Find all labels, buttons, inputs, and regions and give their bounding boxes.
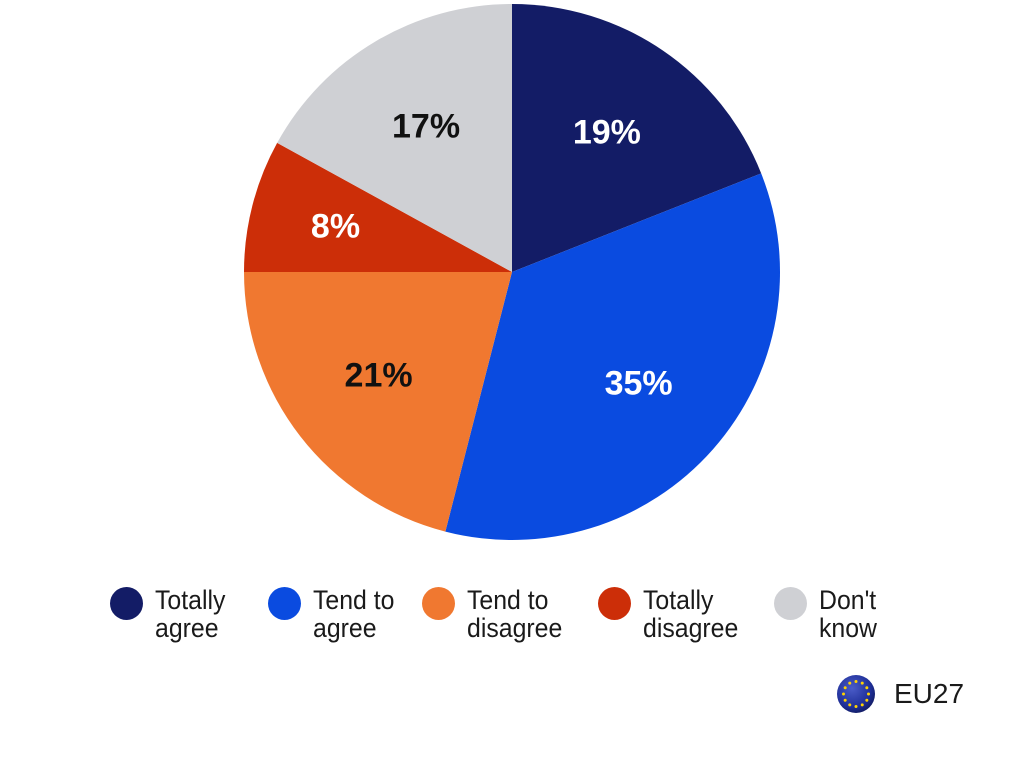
pie-chart: 19% 35% 21% 8% 17% (244, 4, 781, 540)
legend-label-tend-to-agree: Tend to agree (313, 585, 395, 643)
flag-star (842, 692, 845, 696)
legend-swatch-totally-agree (110, 587, 143, 620)
region-indicator: EU27 (836, 674, 964, 714)
legend-label-tend-to-disagree: Tend to disagree (467, 585, 563, 643)
legend-item-tend-to-agree: Tend to agree (268, 586, 402, 642)
legend-swatch-totally-disagree (598, 587, 631, 620)
legend-item-tend-to-disagree: Tend to disagree (422, 586, 571, 642)
flag-star (860, 681, 864, 685)
chart-legend: Totally agree Tend to agree Tend to disa… (110, 586, 970, 656)
flag-star (860, 703, 864, 707)
flag-star (865, 686, 869, 690)
pie-slice-tend-to-agree (445, 173, 781, 540)
legend-item-dont-know: Don't know (774, 586, 882, 642)
pie-slice-don-t-know (277, 4, 512, 272)
slice-label-totally-disagree: 8% (311, 208, 360, 246)
slice-label-tend-to-agree: 35% (605, 365, 673, 403)
flag-star (843, 686, 847, 690)
region-label: EU27 (894, 678, 965, 709)
eu-flag-icon (837, 675, 875, 713)
slice-label-totally-agree: 19% (573, 113, 641, 151)
flag-star (843, 698, 847, 702)
flag-star (848, 703, 852, 707)
flag-star (854, 705, 858, 708)
legend-item-totally-agree: Totally agree (110, 586, 232, 642)
legend-item-totally-disagree: Totally disagree (598, 586, 747, 642)
flag-star (865, 698, 869, 702)
legend-label-totally-agree: Totally agree (155, 585, 226, 643)
legend-label-totally-disagree: Totally disagree (643, 585, 739, 643)
pie-slice-totally-agree (512, 4, 762, 272)
legend-swatch-dont-know (774, 587, 807, 620)
slice-label-tend-to-disagree: 21% (345, 356, 413, 394)
pie-slice-tend-to-disagree (244, 272, 512, 532)
flag-star (848, 681, 852, 685)
slice-label-don-t-know: 17% (392, 108, 460, 146)
legend-swatch-tend-to-agree (268, 587, 301, 620)
legend-swatch-tend-to-disagree (422, 587, 455, 620)
pie-slice-totally-disagree (244, 142, 512, 272)
flag-star (854, 680, 858, 683)
legend-label-dont-know: Don't know (819, 585, 877, 643)
flag-star (867, 692, 870, 696)
